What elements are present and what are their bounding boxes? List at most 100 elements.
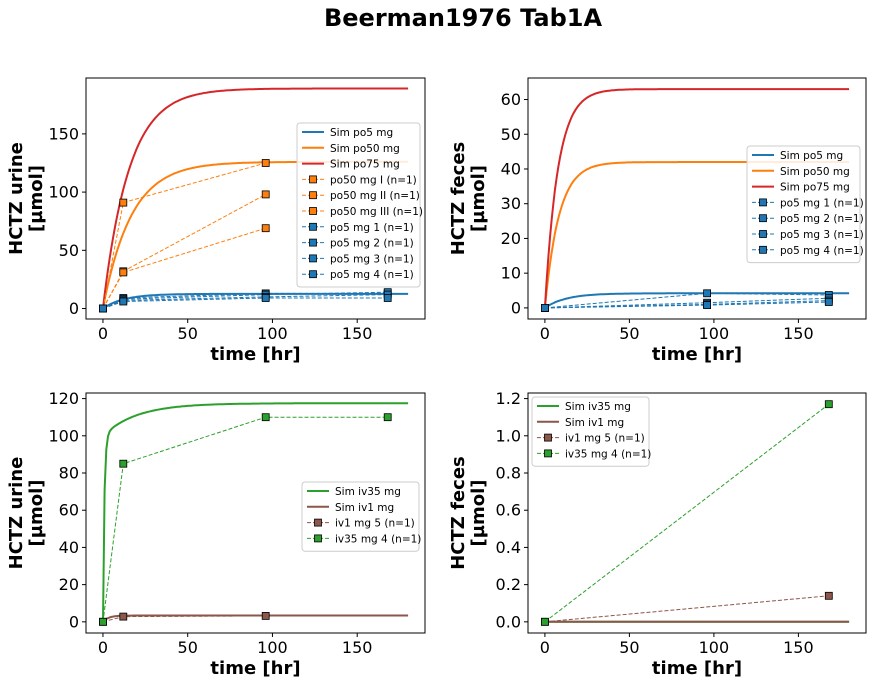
- data-point-3-2-1: [99, 617, 107, 626]
- chart-panel-4: 0 50 100 150 0.0 0.2 0.4 0.6 0.8 1.0 1.2 time [hr] H…: [448, 389, 867, 679]
- y-axis-label-2-1: HCTZ feces: [448, 142, 469, 256]
- legend-box-3: [301, 481, 420, 552]
- y-tick-label-3-4: 60: [59, 501, 79, 520]
- legend-handle-marker-1-6: [309, 207, 317, 215]
- legend-handle-marker-1-10: [309, 270, 317, 279]
- data-line-2-4: [544, 301, 829, 309]
- legend-label-1-4: po50 mg I (n=1): [330, 174, 417, 186]
- legend-label-2-2: Sim po50 mg: [780, 166, 850, 178]
- sim-line-2-3: [543, 88, 850, 308]
- x-axis-label-3: time [hr]: [210, 658, 300, 679]
- y-tick-label-2-5: 40: [501, 159, 521, 178]
- y-tick-label-2-4: 30: [501, 194, 521, 213]
- y-tick-label-1-3: 100: [48, 183, 79, 202]
- axes-frame-1: [85, 77, 426, 320]
- data-line-1-2: [102, 193, 266, 309]
- y-tick-label-1-4: 150: [48, 124, 79, 143]
- data-line-4-1: [544, 595, 829, 623]
- data-point-1-7-4: [383, 294, 392, 302]
- x-tick-label-4-3: 100: [699, 638, 730, 657]
- x-tick-label-3-1: 0: [98, 638, 108, 657]
- legend-box-2: [746, 145, 861, 264]
- y-axis-label-4-2: [µmol]: [468, 480, 489, 547]
- y-tick-label-1-2: 50: [59, 241, 79, 260]
- data-point-3-1-2: [119, 612, 128, 621]
- legend-label-4-4: iv35 mg 4 (n=1): [565, 448, 651, 460]
- legend-handle-marker-1-4: [309, 175, 317, 184]
- legend-label-1-5: po50 mg II (n=1): [330, 190, 420, 202]
- legend-label-1-2: Sim po50 mg: [330, 143, 400, 155]
- legend-label-3-4: iv35 mg 4 (n=1): [335, 533, 421, 545]
- legend-label-1-9: po5 mg 3 (n=1): [330, 253, 414, 265]
- data-point-1-2-3: [261, 190, 270, 199]
- legend-label-2-5: po5 mg 2 (n=1): [780, 213, 864, 225]
- axes-frame-3: [85, 392, 426, 634]
- x-tick-label-1-1: 0: [98, 324, 108, 343]
- legend-label-4-3: iv1 mg 5 (n=1): [565, 433, 645, 445]
- x-tick-label-2-2: 50: [619, 324, 639, 343]
- legend-label-3-1: Sim iv35 mg: [335, 486, 401, 498]
- legend-label-2-7: po5 mg 4 (n=1): [780, 245, 864, 257]
- data-point-3-2-3: [261, 413, 270, 422]
- data-point-2-1-2: [703, 289, 711, 298]
- data-point-3-2-2: [119, 459, 128, 468]
- x-tick-label-4-1: 0: [540, 638, 550, 657]
- legend-label-1-3: Sim po75 mg: [330, 159, 400, 171]
- data-point-3-1-3: [261, 612, 270, 620]
- data-point-4-2-2: [824, 400, 833, 409]
- data-point-1-7-3: [261, 294, 270, 302]
- y-tick-label-3-3: 40: [59, 538, 79, 557]
- data-point-1-3-3: [261, 224, 270, 233]
- axes-frame-2: [527, 77, 867, 320]
- x-axis-label-4: time [hr]: [652, 658, 742, 679]
- x-tick-label-2-3: 100: [699, 324, 730, 343]
- y-tick-label-3-2: 20: [59, 575, 79, 594]
- chart-panel-2: 0 50 100 150 0 10 20 30 40 50 60 time [hr] HCTZ fece…: [448, 77, 867, 365]
- data-point-2-4-2: [703, 301, 711, 310]
- data-point-4-1-2: [824, 591, 833, 600]
- data-point-3-2-4: [383, 413, 392, 422]
- data-point-2-4-1: [541, 303, 549, 312]
- sim-line-3-1: [102, 402, 409, 622]
- figure-title: Beerman1976 Tab1A: [324, 4, 602, 32]
- data-point-1-7-2: [119, 297, 128, 306]
- x-tick-label-1-3: 100: [257, 324, 288, 343]
- x-tick-label-4-4: 150: [783, 638, 814, 657]
- sim-line-1-1: [102, 292, 409, 310]
- y-tick-label-4-3: 0.4: [496, 538, 521, 557]
- data-line-1-5: [102, 291, 388, 309]
- y-tick-label-2-7: 60: [501, 90, 521, 109]
- y-tick-label-2-3: 20: [501, 229, 521, 248]
- x-tick-label-2-1: 0: [540, 324, 550, 343]
- data-line-1-6: [102, 294, 388, 309]
- x-tick-label-1-2: 50: [178, 324, 198, 343]
- data-line-3-2: [102, 416, 388, 622]
- y-axis-label-3-2: [µmol]: [26, 480, 47, 547]
- data-point-1-3-2: [119, 268, 128, 277]
- data-point-1-1-2: [119, 198, 128, 207]
- legend-handle-marker-2-5: [759, 214, 767, 223]
- legend-label-1-8: po5 mg 2 (n=1): [330, 238, 414, 250]
- x-tick-label-3-3: 100: [257, 638, 288, 657]
- legend-handle-marker-1-8: [309, 238, 317, 247]
- legend-handle-marker-3-4: [314, 534, 322, 543]
- legend-handle-marker-3-3: [314, 518, 322, 527]
- legend-handle-marker-2-4: [759, 198, 767, 207]
- x-tick-label-3-4: 150: [342, 638, 373, 657]
- y-tick-label-2-2: 10: [501, 264, 521, 283]
- legend-label-1-10: po5 mg 4 (n=1): [330, 269, 414, 281]
- y-axis-label-4-1: HCTZ feces: [448, 456, 469, 570]
- y-tick-label-4-4: 0.6: [496, 501, 521, 520]
- y-tick-label-2-1: 0: [511, 298, 521, 317]
- legend-handle-marker-2-7: [759, 245, 767, 254]
- y-tick-label-3-6: 100: [48, 426, 79, 445]
- axes-frame-4: [527, 392, 867, 634]
- y-tick-label-3-7: 120: [48, 389, 79, 408]
- data-line-3-1: [102, 615, 266, 623]
- legend-box-1: [296, 122, 421, 288]
- sim-line-1-3: [102, 87, 409, 309]
- y-axis-label-3-1: HCTZ urine: [6, 457, 27, 570]
- y-axis-label-1-1: HCTZ urine: [6, 142, 27, 255]
- data-line-1-1: [102, 162, 266, 309]
